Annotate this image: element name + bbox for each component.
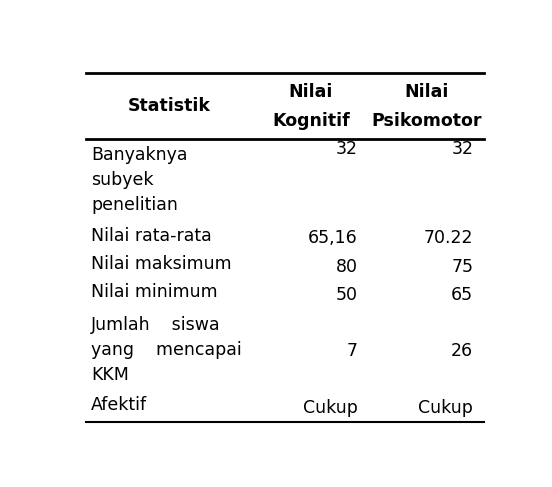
Text: Banyaknya
subyek
penelitian: Banyaknya subyek penelitian — [91, 146, 188, 214]
Text: Nilai: Nilai — [289, 83, 333, 101]
Text: 7: 7 — [347, 342, 358, 360]
Text: 75: 75 — [452, 258, 473, 276]
Text: 70.22: 70.22 — [424, 229, 473, 247]
Text: 80: 80 — [336, 258, 358, 276]
Text: 65,16: 65,16 — [308, 229, 358, 247]
Text: Nilai maksimum: Nilai maksimum — [91, 255, 232, 273]
Text: 32: 32 — [452, 140, 473, 158]
Text: Cukup: Cukup — [418, 399, 473, 417]
Text: 65: 65 — [451, 286, 473, 304]
Text: 32: 32 — [336, 140, 358, 158]
Text: Psikomotor: Psikomotor — [371, 112, 481, 130]
Text: 26: 26 — [451, 342, 473, 360]
Text: Nilai: Nilai — [404, 83, 448, 101]
Text: Nilai rata-rata: Nilai rata-rata — [91, 226, 212, 244]
Text: Nilai minimum: Nilai minimum — [91, 283, 218, 301]
Text: 50: 50 — [336, 286, 358, 304]
Text: Cukup: Cukup — [303, 399, 358, 417]
Text: Jumlah    siswa
yang    mencapai
KKM: Jumlah siswa yang mencapai KKM — [91, 316, 242, 384]
Text: Kognitif: Kognitif — [272, 112, 350, 130]
Text: Statistik: Statistik — [128, 97, 211, 115]
Text: Afektif: Afektif — [91, 396, 147, 414]
